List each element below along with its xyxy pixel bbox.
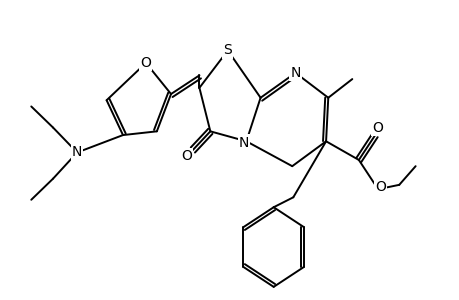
Text: N: N bbox=[290, 66, 300, 80]
Text: S: S bbox=[223, 44, 232, 58]
Text: O: O bbox=[180, 149, 191, 163]
Text: O: O bbox=[371, 121, 382, 135]
Text: O: O bbox=[140, 56, 151, 70]
Text: N: N bbox=[239, 136, 249, 149]
Text: O: O bbox=[375, 180, 385, 194]
Text: N: N bbox=[72, 146, 82, 160]
